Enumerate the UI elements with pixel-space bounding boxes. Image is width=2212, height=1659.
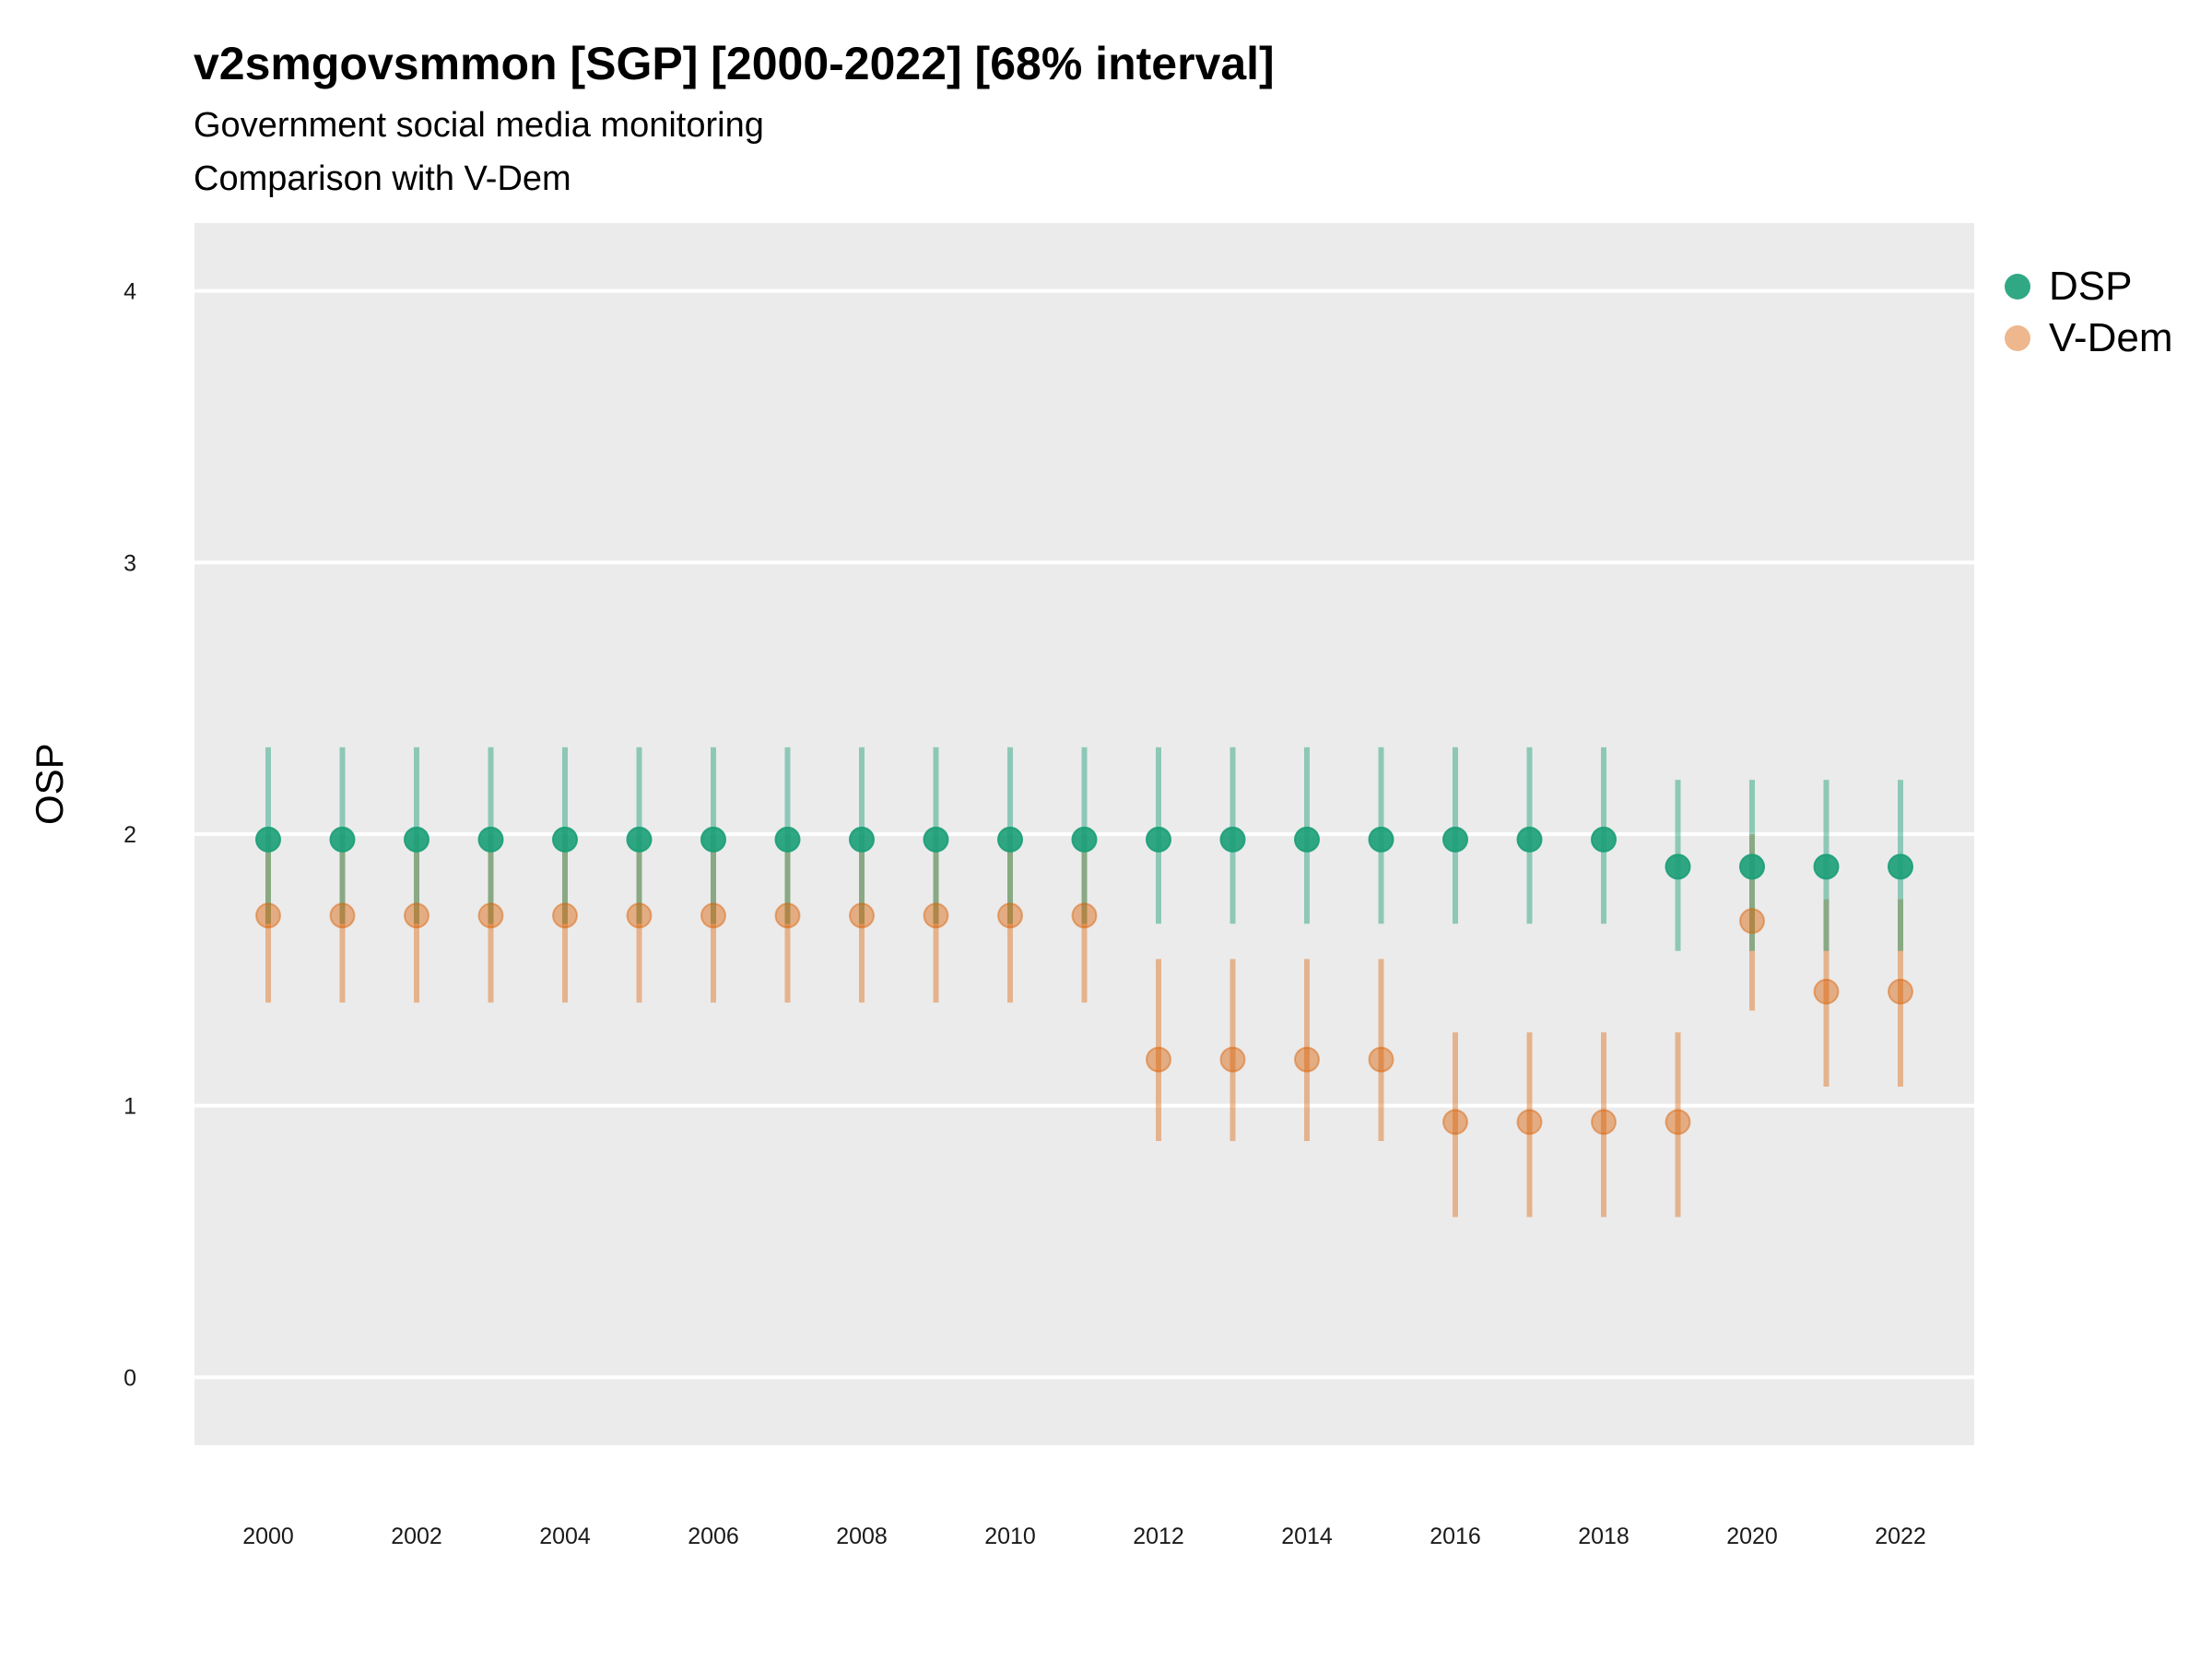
point-dsp: [849, 826, 875, 853]
point-dsp: [774, 826, 801, 853]
point-vdem: [1071, 902, 1098, 929]
point-dsp: [1739, 853, 1765, 880]
point-vdem: [1888, 978, 1913, 1005]
point-dsp: [1368, 826, 1394, 853]
point-vdem: [700, 902, 726, 929]
legend-label-dsp: DSP: [2049, 264, 2133, 309]
point-dsp: [1665, 853, 1691, 880]
x-tick-label: 2000: [242, 1524, 294, 1549]
point-vdem: [552, 902, 578, 929]
point-vdem: [1219, 1046, 1246, 1073]
point-dsp: [1294, 826, 1320, 853]
point-vdem: [1442, 1109, 1468, 1135]
x-tick-label: 2012: [1133, 1524, 1184, 1549]
x-tick-label: 2004: [539, 1524, 591, 1549]
legend-item-vdem: V-Dem: [2005, 315, 2172, 361]
point-vdem: [997, 902, 1023, 929]
point-vdem: [1368, 1046, 1394, 1073]
point-dsp: [1591, 826, 1617, 853]
point-vdem: [1813, 978, 1840, 1005]
point-dsp: [552, 826, 578, 853]
y-tick-label: 4: [124, 279, 136, 305]
point-dsp: [997, 826, 1023, 853]
legend-label-vdem: V-Dem: [2049, 315, 2173, 360]
point-dsp: [1813, 853, 1840, 880]
legend-swatch-dsp: [2005, 274, 2030, 300]
chart-title: v2smgovsmmon [SGP] [2000-2022] [68% inte…: [194, 38, 1275, 89]
point-vdem: [774, 902, 801, 929]
point-dsp: [626, 826, 653, 853]
point-vdem: [626, 902, 653, 929]
point-dsp: [1516, 826, 1543, 853]
point-dsp: [329, 826, 356, 853]
legend-item-dsp: DSP: [2005, 264, 2132, 310]
x-tick-label: 2006: [688, 1524, 739, 1549]
point-vdem: [1516, 1109, 1543, 1135]
point-dsp: [477, 826, 504, 853]
point-dsp: [1219, 826, 1246, 853]
point-dsp: [700, 826, 726, 853]
point-dsp: [1442, 826, 1468, 853]
x-tick-label: 2014: [1281, 1524, 1333, 1549]
point-vdem: [404, 902, 429, 929]
chart-subtitle: Government social media monitoring: [194, 106, 764, 145]
x-tick-label: 2016: [1430, 1524, 1481, 1549]
point-dsp: [923, 826, 949, 853]
x-tick-label: 2022: [1875, 1524, 1926, 1549]
y-tick-label: 3: [124, 550, 136, 576]
point-dsp: [1146, 826, 1171, 853]
x-tick-label: 2008: [836, 1524, 888, 1549]
point-dsp: [1071, 826, 1098, 853]
point-dsp: [1888, 853, 1913, 880]
point-dsp: [255, 826, 281, 853]
point-vdem: [255, 902, 281, 929]
point-vdem: [477, 902, 504, 929]
y-tick-label: 0: [124, 1365, 136, 1391]
point-vdem: [1665, 1109, 1691, 1135]
chart-subtitle-2: Comparison with V-Dem: [194, 159, 571, 198]
point-vdem: [923, 902, 949, 929]
point-vdem: [1739, 908, 1765, 935]
x-tick-label: 2002: [391, 1524, 442, 1549]
point-vdem: [329, 902, 356, 929]
x-tick-label: 2010: [984, 1524, 1036, 1549]
point-vdem: [1591, 1109, 1617, 1135]
x-tick-label: 2020: [1726, 1524, 1778, 1549]
y-tick-label: 2: [124, 822, 136, 848]
point-dsp: [404, 826, 429, 853]
y-tick-label: 1: [124, 1094, 136, 1120]
point-vdem: [849, 902, 875, 929]
legend-swatch-vdem: [2005, 325, 2030, 351]
point-vdem: [1146, 1046, 1171, 1073]
point-vdem: [1294, 1046, 1320, 1073]
x-tick-label: 2018: [1578, 1524, 1630, 1549]
